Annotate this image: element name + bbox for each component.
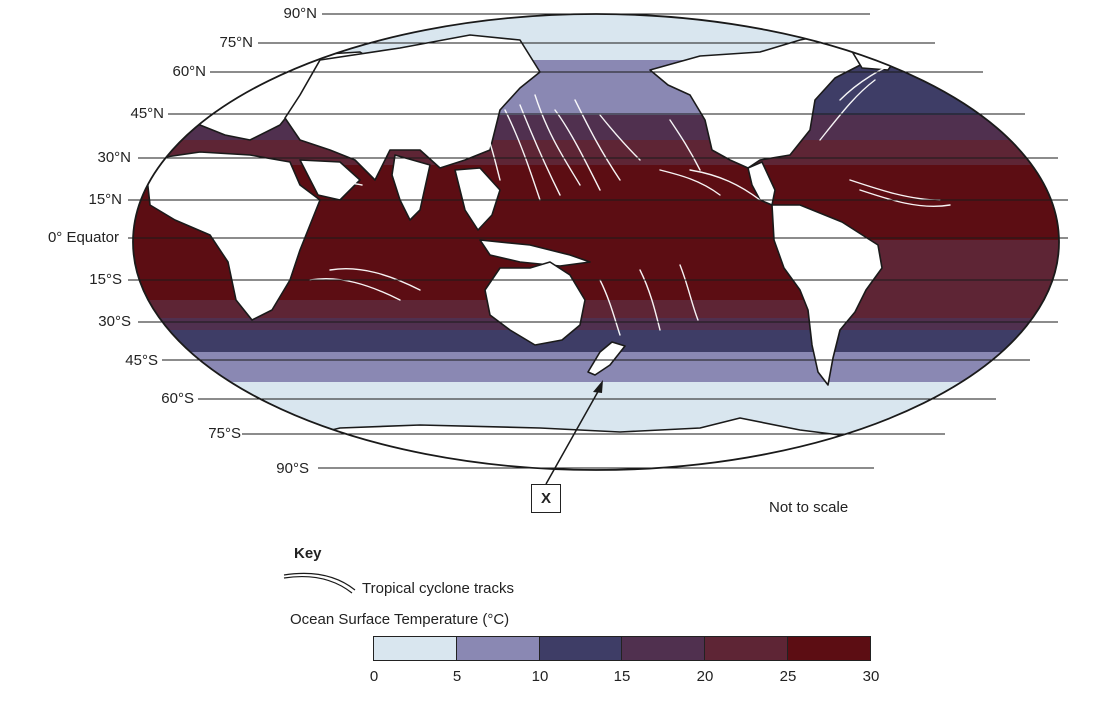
latitude-label-15n: 15°N — [88, 191, 122, 208]
scale-tick-30: 30 — [862, 668, 880, 685]
key-tracks-label: Tropical cyclone tracks — [362, 580, 514, 597]
landmass-south-america — [771, 204, 883, 386]
latitude-label-30s: 30°S — [98, 313, 131, 330]
latitude-label-15s: 15°S — [89, 271, 122, 288]
cyclone-track — [819, 79, 876, 141]
key-title: Key — [294, 545, 322, 562]
cyclone-track — [859, 189, 951, 208]
cyclone-track — [689, 169, 761, 201]
marker-x-box: X — [531, 484, 561, 513]
latitude-label-75n: 75°N — [219, 34, 253, 51]
cyclone-track — [481, 119, 501, 181]
cyclone-track — [504, 109, 541, 201]
cyclone-track — [659, 169, 721, 196]
scale-segment-25-30 — [787, 637, 870, 660]
latitude-label-60n: 60°N — [172, 63, 206, 80]
ocean-band-south-atlantic-warm — [860, 240, 1059, 300]
cyclone-track — [329, 268, 421, 291]
key-cyclone-track-sample — [283, 572, 356, 591]
latitude-label-equator: 0° Equator — [47, 229, 119, 246]
latitude-label-60s: 60°S — [161, 390, 194, 407]
cyclone-track — [639, 269, 661, 331]
marker-arrow — [545, 387, 601, 485]
marker-arrowhead — [593, 380, 603, 393]
scale-tick-20: 20 — [696, 668, 714, 685]
landmass-greenland — [849, 25, 911, 71]
landmass-australia — [484, 261, 586, 346]
landmass-asia — [284, 34, 541, 181]
ocean-band-south-cool — [133, 330, 1059, 355]
not-to-scale-note: Not to scale — [769, 499, 849, 516]
cyclone-track — [599, 279, 621, 336]
landmass-indonesia — [479, 239, 591, 267]
cyclone-track — [669, 119, 701, 171]
scale-tick-0: 0 — [369, 668, 379, 685]
key-cyclone-track-sample — [283, 575, 353, 594]
cyclone-track — [574, 99, 621, 181]
latitude-label-45s: 45°S — [125, 352, 158, 369]
key-sst-label: Ocean Surface Temperature (°C) — [290, 611, 510, 628]
latitude-label-90s: 90°S — [276, 460, 309, 477]
scale-segment-20-25 — [704, 637, 788, 660]
cyclone-track — [319, 179, 363, 186]
landmass-india — [391, 154, 431, 221]
cyclone-track — [309, 278, 401, 301]
latitude-label-75s: 75°S — [208, 425, 241, 442]
scale-segment-0-5 — [374, 637, 456, 660]
scale-tick-15: 15 — [613, 668, 631, 685]
landmass-north-america — [649, 29, 886, 169]
latitude-label-30n: 30°N — [97, 149, 131, 166]
ocean-band-polar-north — [133, 14, 1059, 65]
latitude-label-45n: 45°N — [130, 105, 164, 122]
scale-tick-5: 5 — [452, 668, 462, 685]
scale-segment-15-20 — [621, 637, 705, 660]
scale-tick-25: 25 — [779, 668, 797, 685]
scale-segment-5-10 — [455, 637, 539, 660]
cyclone-track — [679, 264, 699, 321]
cyclone-track — [599, 114, 641, 161]
temperature-scale-bar — [373, 636, 871, 661]
cyclone-track — [554, 109, 601, 191]
landmass-southeast-asia — [454, 167, 501, 231]
scale-segment-10-15 — [538, 637, 622, 660]
latitude-label-90n: 90°N — [283, 5, 317, 22]
scale-tick-10: 10 — [531, 668, 549, 685]
cyclone-track — [534, 94, 581, 186]
landmass-new-zealand — [587, 341, 626, 376]
